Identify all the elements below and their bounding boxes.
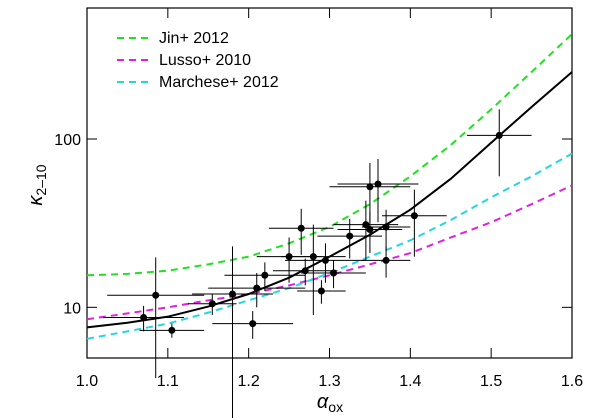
x-label-symbol: α: [317, 391, 329, 413]
point: [374, 180, 382, 188]
point: [366, 225, 374, 233]
y-tick-label: 10: [63, 300, 81, 317]
point: [382, 223, 390, 231]
point: [253, 284, 261, 292]
x-tick-label: 1.0: [76, 373, 98, 390]
point: [168, 326, 176, 334]
point: [152, 291, 160, 299]
point: [317, 287, 325, 295]
point: [297, 224, 305, 232]
point: [309, 253, 317, 261]
y-tick-label: 100: [54, 132, 81, 149]
point: [346, 232, 354, 240]
point: [321, 256, 329, 264]
point: [229, 290, 236, 298]
point: [362, 221, 370, 229]
x-tick-label: 1.2: [238, 373, 260, 390]
legend-label: Jin+ 2012: [159, 30, 229, 47]
y-label-sub: 2–10: [33, 164, 49, 195]
x-tick-label: 1.4: [399, 373, 421, 390]
x-label-sub: ox: [328, 399, 343, 415]
point: [208, 300, 216, 308]
curve: [86, 184, 573, 321]
y-axis-label: κ2–10: [25, 164, 49, 205]
point: [382, 256, 390, 264]
point: [249, 320, 257, 328]
point: [366, 183, 374, 191]
x-tick-label: 1.3: [318, 373, 340, 390]
curve: [86, 33, 573, 277]
legend-label: Lusso+ 2010: [159, 52, 251, 69]
point: [261, 271, 269, 279]
point: [495, 131, 503, 139]
point: [140, 314, 148, 322]
x-axis-label: αox: [317, 391, 343, 415]
point: [330, 269, 338, 277]
x-tick-label: 1.6: [561, 373, 583, 390]
x-tick-label: 1.1: [157, 373, 179, 390]
legend-label: Marchese+ 2012: [159, 74, 279, 91]
point: [410, 212, 418, 220]
curve: [86, 152, 573, 340]
x-tick-label: 1.5: [480, 373, 502, 390]
y-label-symbol: κ: [25, 195, 47, 206]
